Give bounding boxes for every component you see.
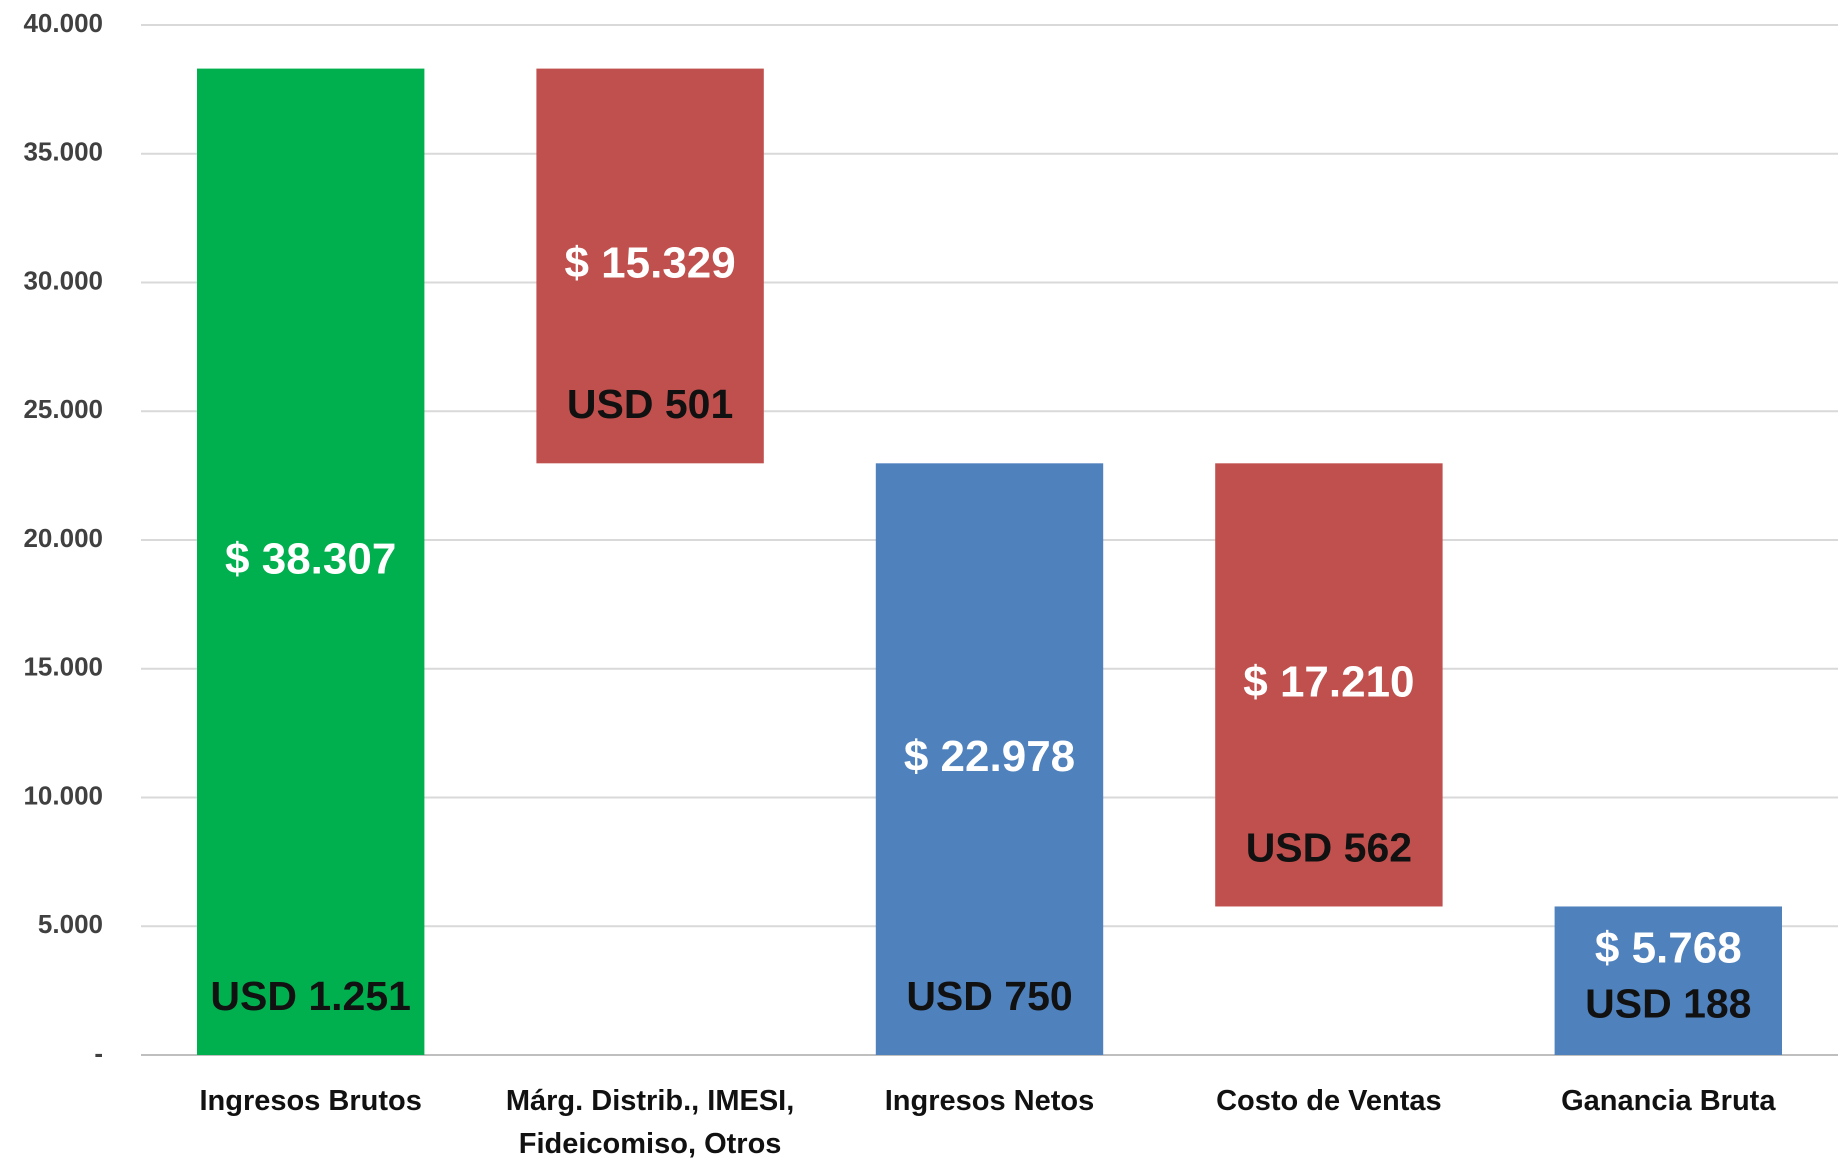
x-tick-label: Ingresos Brutos: [199, 1085, 422, 1117]
value-label: $ 15.329: [564, 239, 735, 288]
value-label: $ 38.307: [225, 534, 396, 583]
bar: [1554, 906, 1782, 1055]
y-tick-label: 30.000: [23, 265, 103, 295]
y-tick-label: 15.000: [23, 652, 103, 682]
bar: [875, 463, 1104, 1055]
bar: [197, 68, 425, 1056]
usd-label: USD 188: [1585, 981, 1751, 1027]
value-label: $ 5.768: [1595, 923, 1742, 972]
y-tick-label: 35.000: [23, 137, 103, 167]
value-label: $ 17.210: [1243, 658, 1414, 707]
y-tick-label: 10.000: [23, 780, 103, 810]
usd-label: USD 501: [567, 381, 733, 427]
bar: [1215, 463, 1443, 907]
usd-label: USD 562: [1246, 824, 1412, 870]
y-tick-label: 5.000: [38, 909, 103, 939]
bar: [536, 68, 764, 464]
x-tick-label: Márg. Distrib., IMESI, Fideicomiso, Otro…: [505, 1085, 795, 1160]
value-label: $ 22.978: [904, 732, 1075, 781]
x-tick-label: Costo de Ventas: [1216, 1085, 1442, 1117]
usd-label: USD 750: [906, 973, 1072, 1019]
x-tick-label: Ingresos Netos: [884, 1085, 1095, 1117]
y-tick-label: 25.000: [23, 394, 103, 424]
x-tick-label: Ganancia Bruta: [1561, 1085, 1776, 1117]
y-tick-label: -: [94, 1038, 103, 1068]
usd-label: USD 1.251: [210, 973, 411, 1019]
y-tick-label: 40.000: [23, 8, 103, 38]
y-tick-label: 20.000: [23, 523, 103, 553]
